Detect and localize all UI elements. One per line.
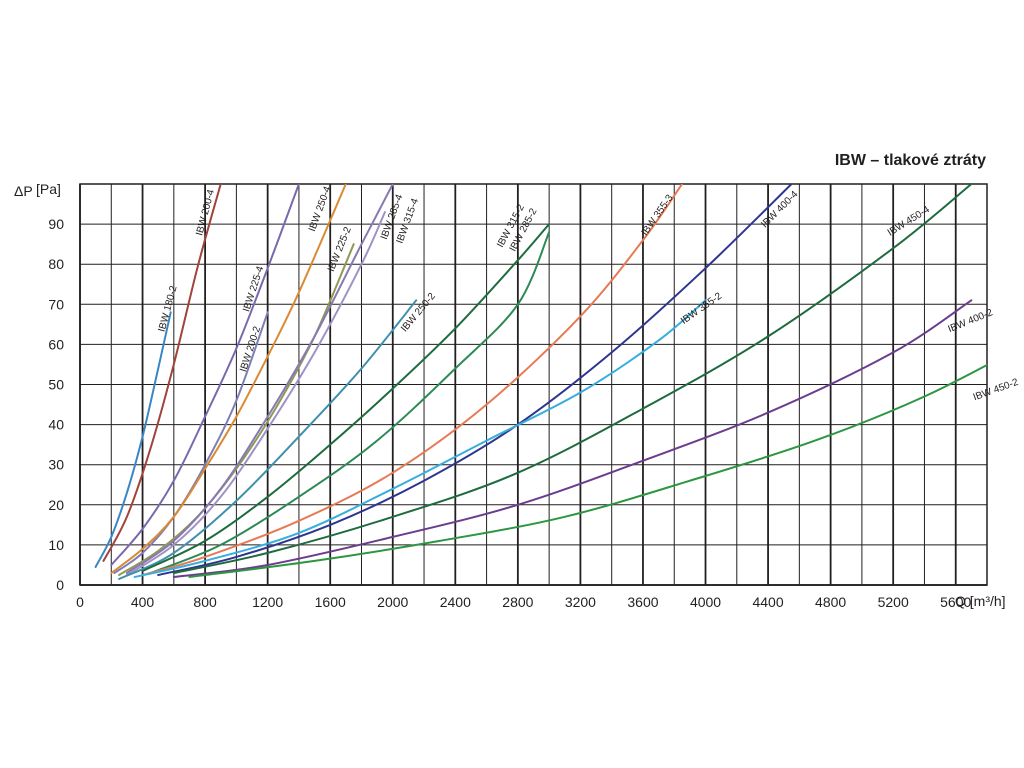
x-tick-label: 5600 [940,594,971,610]
x-tick-label: 400 [131,594,155,610]
series-line [113,311,269,574]
series-line [94,311,172,568]
x-tick-label: 800 [193,594,217,610]
x-tick-label: 4000 [690,594,721,610]
x-tick-label: 1200 [252,594,283,610]
x-tick-label: 2800 [502,594,533,610]
y-tick-label: 20 [48,497,64,513]
tick-labels: 0 400 800 1200 1600 2000 2400 2800 3200 3600 4000 4… [48,216,971,610]
series-label: IBW 355-2 [679,290,724,326]
y-tick-label: 50 [48,377,64,393]
y-tick-label: 30 [48,457,64,473]
x-tick-label: 4800 [815,594,846,610]
x-tick-label: 3200 [565,594,596,610]
y-axis-unit: [Pa] [36,181,61,197]
series-label: IBW 200-2 [238,325,263,374]
grid [79,183,988,586]
series-line [157,184,793,576]
series-line [172,184,973,574]
series-line [133,299,707,578]
series-line [102,184,222,562]
y-tick-label: 70 [48,296,64,312]
series-line [110,184,347,574]
series-line [125,211,386,576]
series-line [110,184,300,566]
x-tick-label: 3600 [627,594,658,610]
x-tick-label: 5200 [878,594,909,610]
x-axis-label: Q [m³/h] [955,593,1006,609]
series-line [125,184,394,574]
series-line [118,299,418,580]
x-tick-label: 2000 [377,594,408,610]
x-tick-label: 2400 [440,594,471,610]
y-tick-label: 10 [48,537,64,553]
y-axis-symbol: ΔP [14,183,33,199]
series-label: IBW 180-2 [157,284,180,333]
x-tick-label: 0 [76,594,84,610]
chart-title: IBW – tlakové ztráty [834,152,986,169]
y-tick-label: 40 [48,417,64,433]
y-tick-label: 90 [48,216,64,232]
series-label: IBW 250-2 [399,291,438,335]
plot-border [79,183,988,586]
series-line [188,363,987,578]
series-label: IBW 450-2 [972,377,1021,404]
series-lines [94,184,987,580]
x-tick-label: 4400 [752,594,783,610]
series-line [172,299,973,578]
x-tick-label: 1600 [315,594,346,610]
series-label: IBW 225-4 [241,265,266,314]
series-line [141,184,684,576]
y-tick-label: 60 [48,336,64,352]
series-line [141,223,551,572]
series-label: IBW 355-3 [640,192,676,237]
y-tick-label: 0 [56,577,64,593]
series-line [149,231,551,574]
y-tick-label: 80 [48,256,64,272]
series-label: IBW 200-4 [194,188,217,237]
